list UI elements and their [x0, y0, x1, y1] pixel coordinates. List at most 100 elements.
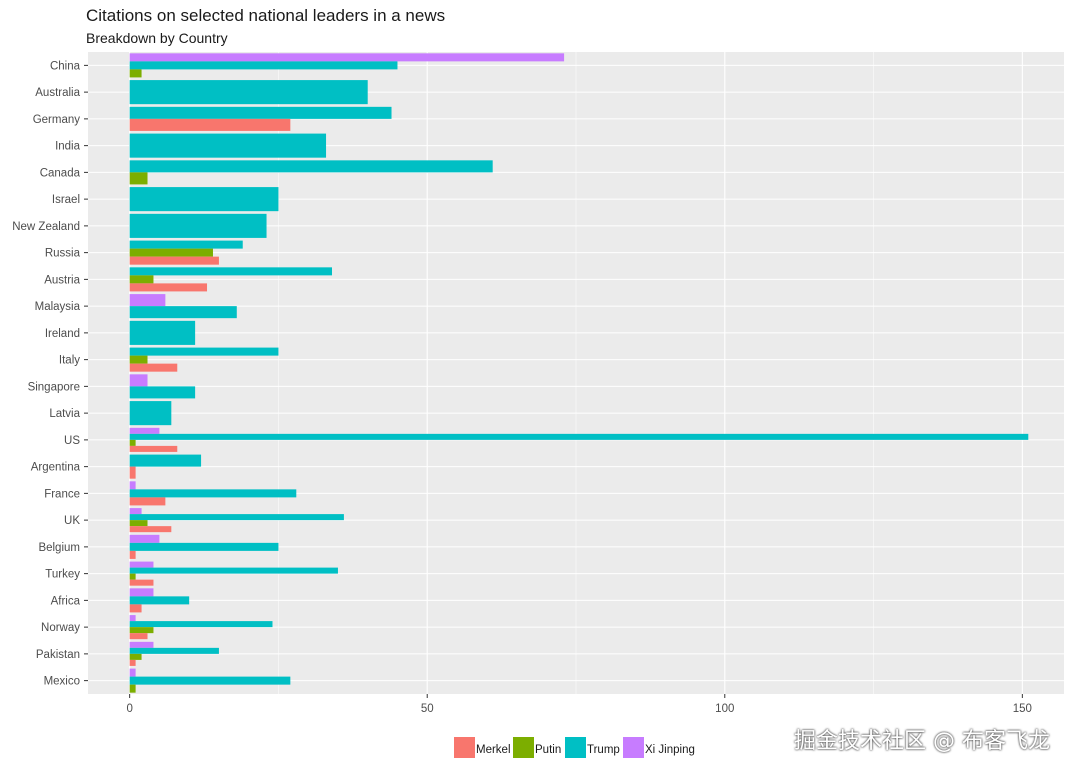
bar-trump-australia [129, 80, 368, 105]
y-tick-label: Singapore [28, 381, 80, 393]
bar-trump-africa [129, 596, 190, 605]
y-tick-label: Russia [45, 248, 81, 260]
bar-putin-norway [129, 627, 154, 634]
bar-trump-india [129, 133, 327, 158]
bar-trump-singapore [129, 386, 196, 399]
y-tick-label: Turkey [45, 569, 80, 581]
bar-merkel-italy [129, 363, 178, 372]
y-tick-label: Ireland [45, 328, 80, 340]
bar-trump-ireland [129, 320, 196, 345]
bar-merkel-pakistan [129, 659, 136, 666]
bar-merkel-norway [129, 633, 148, 640]
y-tick-label: Argentina [31, 462, 81, 474]
legend: Merkel Putin Trump Xi Jinping [454, 737, 695, 758]
bar-xi-jinping-mexico [129, 668, 136, 677]
bar-trump-us [129, 433, 1029, 440]
bar-xi-jinping-belgium [129, 534, 160, 543]
y-tick-label: Africa [51, 595, 81, 607]
bar-xi-jinping-china [129, 53, 565, 62]
bars [129, 53, 1029, 693]
y-tick-label: Italy [59, 355, 80, 367]
legend-swatch-trump [565, 737, 586, 758]
bar-merkel-belgium [129, 550, 136, 559]
y-tick-label: Mexico [44, 676, 80, 688]
bar-merkel-uk [129, 526, 172, 533]
bar-xi-jinping-turkey [129, 561, 154, 568]
bar-merkel-austria [129, 283, 208, 292]
bar-putin-china [129, 69, 142, 78]
y-tick-label: India [55, 141, 81, 153]
legend-swatch-putin [513, 737, 534, 758]
bar-trump-norway [129, 621, 273, 628]
bar-putin-turkey [129, 573, 136, 580]
y-tick-label: US [64, 435, 80, 447]
legend-label: Trump [587, 744, 620, 756]
y-tick-label: Belgium [38, 542, 80, 554]
watermark: 掘金技术社区 @ 布客飞龙 [794, 729, 1050, 754]
y-tick-label: Israel [52, 194, 80, 206]
bar-merkel-russia [129, 256, 219, 265]
y-tick-label: UK [64, 515, 80, 527]
bar-merkel-argentina [129, 466, 136, 479]
bar-trump-austria [129, 267, 332, 276]
bar-merkel-france [129, 497, 166, 506]
y-tick-label: Austria [44, 274, 80, 286]
chart-title: Citations on selected national leaders i… [86, 6, 446, 25]
y-tick-label: Norway [41, 622, 80, 634]
bar-trump-belgium [129, 542, 279, 551]
bar-putin-uk [129, 520, 148, 527]
bar-merkel-turkey [129, 579, 154, 586]
x-tick-label: 100 [715, 703, 734, 715]
bar-putin-us [129, 439, 136, 446]
legend-label: Putin [535, 744, 561, 756]
bar-putin-mexico [129, 684, 136, 693]
bar-trump-mexico [129, 676, 291, 685]
bar-xi-jinping-africa [129, 588, 154, 597]
y-tick-label: China [50, 60, 81, 72]
bar-xi-jinping-norway [129, 615, 136, 622]
x-tick-label: 0 [126, 703, 132, 715]
x-axis: 0 50 100 150 [126, 694, 1032, 715]
bar-trump-turkey [129, 567, 338, 574]
bar-merkel-africa [129, 604, 142, 613]
legend-label: Xi Jinping [645, 744, 695, 756]
bar-xi-jinping-singapore [129, 374, 148, 387]
bar-trump-canada [129, 160, 493, 173]
bar-trump-germany [129, 106, 392, 119]
x-tick-label: 150 [1013, 703, 1032, 715]
y-tick-label: Canada [40, 167, 81, 179]
legend-label: Merkel [476, 744, 511, 756]
legend-swatch-xi-jinping [623, 737, 644, 758]
y-axis: China Australia Germany India Canada Israel Ne… [12, 60, 88, 688]
bar-trump-pakistan [129, 647, 219, 654]
legend-swatch-merkel [454, 737, 475, 758]
y-tick-label: Australia [35, 87, 80, 99]
bar-xi-jinping-pakistan [129, 641, 154, 648]
bar-merkel-us [129, 445, 178, 452]
bar-xi-jinping-malaysia [129, 294, 166, 307]
bar-xi-jinping-france [129, 481, 136, 490]
y-tick-label: Malaysia [35, 301, 81, 313]
y-tick-label: France [44, 488, 80, 500]
chart-subtitle: Breakdown by Country [86, 30, 228, 46]
x-tick-label: 50 [421, 703, 434, 715]
y-tick-label: Pakistan [36, 649, 80, 661]
bar-trump-russia [129, 240, 243, 249]
bar-trump-israel [129, 187, 279, 212]
bar-trump-france [129, 489, 297, 498]
bar-trump-china [129, 61, 398, 70]
bar-trump-latvia [129, 401, 172, 426]
bar-trump-new-zealand [129, 213, 267, 238]
y-tick-label: Latvia [49, 408, 80, 420]
bar-trump-italy [129, 347, 279, 356]
bar-putin-canada [129, 172, 148, 185]
bar-trump-malaysia [129, 306, 237, 319]
bar-merkel-germany [129, 118, 291, 131]
y-tick-label: Germany [33, 114, 81, 126]
bar-trump-uk [129, 514, 344, 521]
bar-xi-jinping-uk [129, 508, 142, 515]
bar-xi-jinping-us [129, 427, 160, 434]
bar-putin-russia [129, 248, 213, 257]
bar-putin-austria [129, 275, 154, 284]
